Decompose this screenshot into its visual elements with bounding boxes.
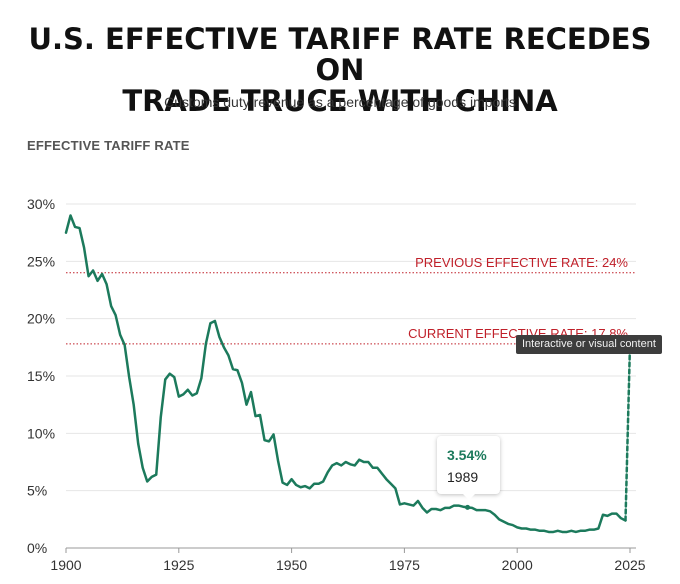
gridlines bbox=[66, 203, 636, 492]
hover-tooltip: 3.54% 1989 bbox=[437, 436, 500, 500]
reference-line-label: PREVIOUS EFFECTIVE RATE: 24% bbox=[415, 255, 628, 270]
y-tick-label: 15% bbox=[27, 368, 55, 384]
x-tick-label: 1975 bbox=[389, 557, 420, 573]
x-tick-label: 2000 bbox=[502, 557, 533, 573]
y-tick-label: 25% bbox=[27, 253, 55, 269]
y-tick-label: 10% bbox=[27, 425, 55, 441]
chart-title: U.S. EFFECTIVE TARIFF RATE RECEDES ON TR… bbox=[0, 24, 680, 117]
y-tick-label: 20% bbox=[27, 311, 55, 327]
x-tick-label: 2025 bbox=[614, 557, 645, 573]
y-tick-label: 0% bbox=[27, 540, 47, 556]
chart-title-line-1: U.S. EFFECTIVE TARIFF RATE RECEDES ON bbox=[28, 22, 652, 87]
tooltip-year: 1989 bbox=[447, 469, 479, 485]
tooltip-pointer bbox=[463, 494, 475, 500]
chart-subtitle: Customs duty revenue as a percentage of … bbox=[164, 94, 516, 110]
axes: 0% 5% 10% 15% 20% 25% 30% 1900 1925 1950 1975 2000 2… bbox=[27, 196, 646, 573]
series-layer[interactable] bbox=[64, 214, 632, 534]
y-tick-label: 5% bbox=[27, 483, 47, 499]
series-line-projection[interactable] bbox=[624, 342, 632, 522]
tooltip-value: 3.54% bbox=[447, 447, 487, 463]
x-tick-label: 1900 bbox=[50, 557, 81, 573]
chart-title-line-2: TRADE TRUCE WITH CHINA bbox=[122, 84, 558, 118]
reference-lines: PREVIOUS EFFECTIVE RATE: 24%CURRENT EFFE… bbox=[66, 255, 636, 345]
interactive-content-badge[interactable]: Interactive or visual content bbox=[516, 335, 662, 354]
x-tick-label: 1950 bbox=[276, 557, 307, 573]
y-tick-label: 30% bbox=[27, 196, 55, 212]
x-tick-label: 1925 bbox=[163, 557, 194, 573]
series-line-historical[interactable] bbox=[64, 214, 627, 534]
y-axis-label: EFFECTIVE TARIFF RATE bbox=[27, 138, 190, 153]
hover-point[interactable] bbox=[465, 504, 471, 510]
